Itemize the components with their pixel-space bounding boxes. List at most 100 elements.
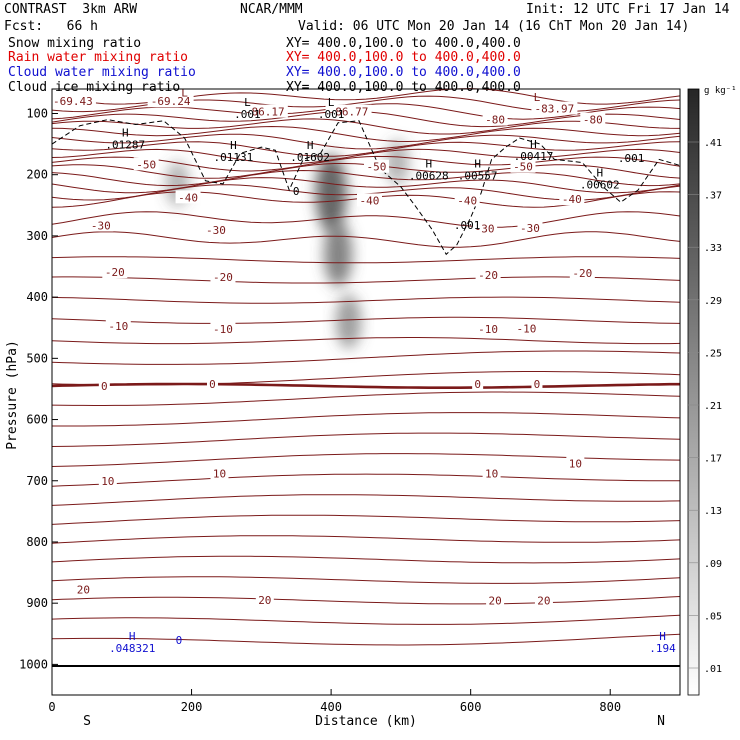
x-end-label-south: S — [83, 714, 91, 729]
temp-label-10: -40 — [178, 191, 198, 204]
y-axis-label: Pressure (hPa) — [5, 340, 20, 450]
extremum-value-9: .00417 — [514, 150, 554, 163]
extremum-mark-4: H — [122, 127, 129, 140]
temp-label-0: -69.43 — [53, 95, 93, 108]
isotherm-line-17 — [51, 256, 681, 264]
extremum-mark-0: L — [181, 86, 188, 99]
temp-label-bg-3 — [325, 104, 372, 118]
isotherm-line-36 — [51, 633, 681, 646]
colorbar-label-7: .29 — [704, 296, 722, 307]
temp-label-bg-0 — [49, 94, 96, 108]
temp-label-7: -50 — [136, 158, 156, 171]
y-tick-label-800: 800 — [26, 535, 48, 549]
temp-label-37: 20 — [537, 595, 550, 608]
snow-mixing-ratio-shading — [165, 139, 410, 349]
temp-label-bg-28 — [472, 377, 484, 391]
temp-label-31: 10 — [213, 467, 226, 480]
snow-blob-0 — [315, 154, 347, 232]
y-tick-label-100: 100 — [26, 106, 48, 120]
extremum-mark-7: H — [425, 157, 432, 170]
y-tick-label-600: 600 — [26, 413, 48, 427]
temp-label-bg-9 — [510, 159, 536, 173]
extremum-value-15: 0 — [176, 634, 183, 647]
temp-label-12: -40 — [457, 194, 477, 207]
extremum-mark-2: L — [328, 96, 335, 109]
colorbar-label-0: .01 — [704, 664, 722, 675]
isotherm-line-22 — [51, 350, 681, 365]
isotherm-line-20 — [51, 316, 681, 324]
valid-time: Valid: 06 UTC Mon 20 Jan 14 (16 ChT Mon … — [298, 19, 690, 34]
temp-label-bg-22 — [105, 318, 131, 332]
temp-label-bg-5 — [482, 112, 508, 126]
colorbar — [687, 88, 700, 696]
y-tick-label-500: 500 — [26, 351, 48, 365]
temp-label-bg-10 — [175, 190, 201, 204]
forecast-hour: Fcst: 66 h — [4, 19, 98, 34]
temp-label-bg-19 — [210, 269, 236, 283]
colorbar-label-8: .33 — [704, 243, 722, 254]
temp-label-bg-23 — [210, 321, 236, 335]
temp-label-8: -50 — [367, 161, 387, 174]
extremum-mark-8: H — [474, 157, 481, 170]
temp-label-5: -80 — [485, 114, 505, 127]
isotherm-line-16 — [51, 231, 681, 248]
temp-label-33: 10 — [569, 458, 582, 471]
isotherm-line-6 — [51, 133, 681, 150]
isotherm-line-15 — [51, 211, 681, 228]
isotherm-line-30 — [51, 514, 681, 525]
x-tick-label-400: 400 — [320, 700, 342, 714]
temp-label-16: -30 — [475, 223, 495, 236]
temp-label-bg-17 — [517, 220, 543, 234]
temp-label-bg-37 — [534, 593, 553, 607]
isotherm-line-21 — [51, 337, 681, 345]
x-tick-label-600: 600 — [460, 700, 482, 714]
field-xy-snow: XY= 400.0,100.0 to 400.0,400.0 — [286, 36, 521, 51]
isotherm-line-31 — [51, 535, 681, 544]
extremum-mark-6: H — [307, 139, 314, 152]
temp-label-15: -30 — [206, 224, 226, 237]
init-time: Init: 12 UTC Fri 17 Jan 14 — [526, 2, 730, 17]
snow-blob-2 — [335, 294, 362, 349]
extremum-value-11: .001 — [454, 219, 481, 232]
colorbar-label-5: .21 — [704, 401, 722, 412]
extremum-value-12: .001 — [618, 152, 645, 165]
isotherm-line-4 — [51, 118, 681, 135]
x-tick-label-0: 0 — [48, 700, 55, 714]
temp-label-25: -10 — [517, 322, 537, 335]
temp-label-18: -20 — [105, 266, 125, 279]
temp-label-bg-31 — [210, 466, 229, 480]
isotherm-line-8 — [51, 148, 681, 165]
temp-label-19: -20 — [213, 271, 233, 284]
extremum-value-16: .194 — [649, 642, 676, 655]
temp-label-4: -83.97 — [535, 103, 575, 116]
y-tick-label-400: 400 — [26, 290, 48, 304]
isotherm-line-19 — [51, 296, 681, 304]
extremum-value-6: .01602 — [290, 151, 330, 164]
temp-label-1: -69.24 — [151, 95, 191, 108]
temp-label-bg-35 — [255, 593, 274, 607]
temp-label-3: -86.77 — [329, 106, 369, 119]
extremum-value-7: .00628 — [409, 169, 449, 182]
field-label-rain: Rain water mixing ratio — [8, 50, 189, 65]
field-xy-cloudwater: XY= 400.0,100.0 to 400.0,400.0 — [286, 65, 521, 80]
colorbar-label-10: .41 — [704, 138, 722, 149]
isotherm-line-26 — [51, 432, 681, 447]
isotherm-line-34 — [51, 596, 681, 605]
colorbar-label-2: .09 — [704, 559, 722, 570]
extremum-mark-5: H — [230, 139, 237, 152]
temp-label-bg-13 — [559, 192, 585, 206]
extremum-mark-10: H — [596, 167, 603, 180]
temp-label-bg-20 — [475, 268, 501, 282]
extremum-mark-3: L — [534, 91, 541, 104]
extremum-value-5: .01131 — [214, 151, 254, 164]
temp-label-17: -30 — [520, 222, 540, 235]
temp-label-bg-6 — [580, 112, 606, 126]
temp-label-bg-30 — [98, 473, 117, 487]
isotherm-line-25 — [52, 412, 681, 427]
temp-label-bg-11 — [356, 193, 382, 207]
extremum-value-13: 0 — [293, 185, 300, 198]
temp-label-bg-26 — [98, 378, 110, 392]
isotherm-line-29 — [51, 494, 681, 506]
extremum-value-8: .00557 — [458, 169, 498, 182]
temp-label-bg-36 — [486, 593, 505, 607]
